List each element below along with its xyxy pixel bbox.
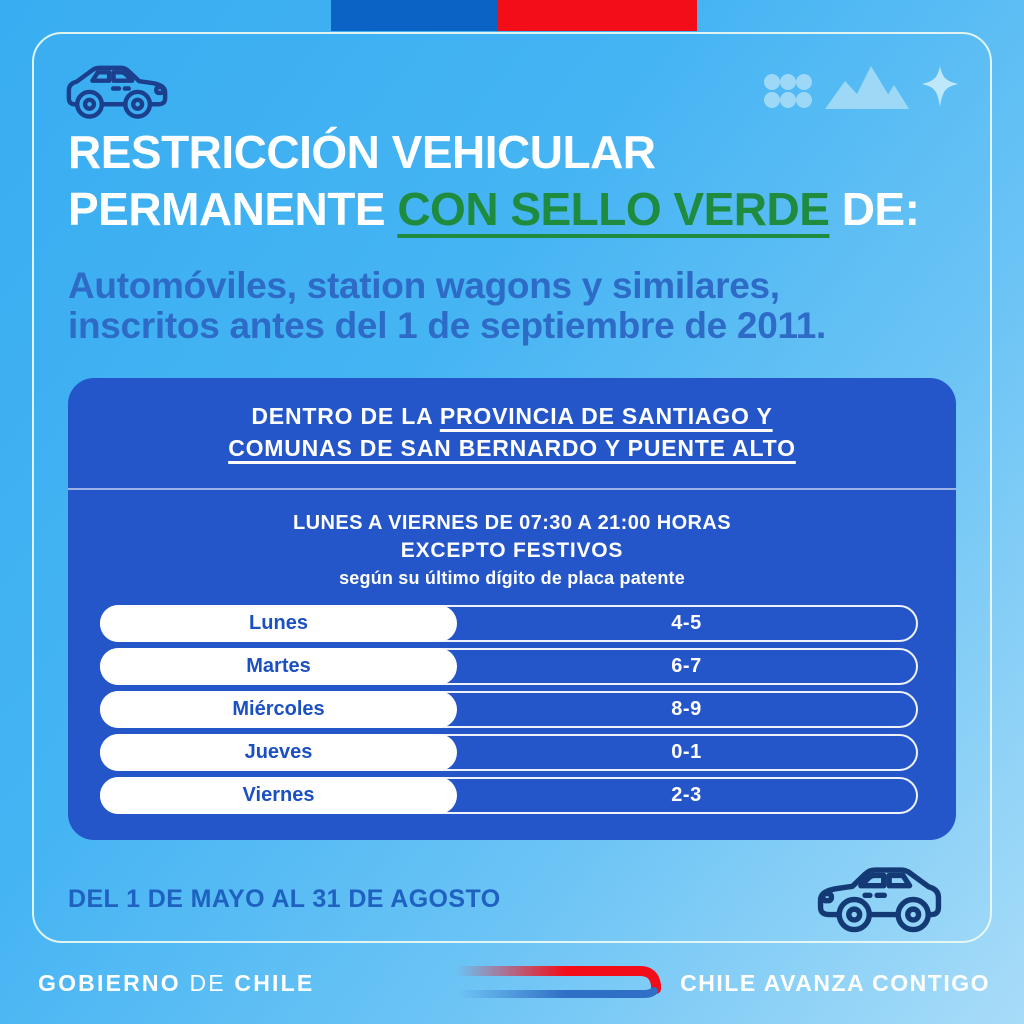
zone-line1: DENTRO DE LA PROVINCIA DE SANTIAGO Y: [68, 400, 956, 432]
day-cell: Lunes: [100, 605, 457, 642]
poster-card: [32, 32, 992, 943]
zone-prefix: DENTRO DE LA: [251, 403, 440, 429]
decorative-icons: [762, 64, 960, 115]
day-cell: Miércoles: [100, 691, 457, 728]
chile-avanza-contigo-slogan: CHILE AVANZA CONTIGO: [680, 970, 990, 996]
car-icon: [62, 58, 172, 126]
title-line2-prefix: PERMANENTE: [68, 183, 398, 235]
restriction-panel: DENTRO DE LA PROVINCIA DE SANTIAGO Y COM…: [68, 378, 956, 840]
digits-cell: 8-9: [671, 698, 702, 720]
schedule-header: LUNES A VIERNES DE 07:30 A 21:00 HORAS E…: [68, 512, 956, 589]
sparkle-icon: [920, 64, 960, 115]
subtitle: Automóviles, station wagons y similares,…: [68, 266, 968, 346]
title-line2: PERMANENTE CON SELLO VERDE DE:: [68, 181, 968, 238]
flag-red-block: [497, 0, 697, 31]
period-text: DEL 1 DE MAYO AL 31 DE AGOSTO: [68, 885, 501, 913]
zone-underlined-2: COMUNAS DE SAN BERNARDO Y PUENTE ALTO: [228, 435, 796, 461]
day-cell: Martes: [100, 648, 457, 685]
page-title: RESTRICCIÓN VEHICULAR PERMANENTE CON SEL…: [68, 124, 968, 238]
schedule-note: según su último dígito de placa patente: [339, 568, 685, 588]
flag-bar: [331, 0, 697, 31]
footer-left-word3: CHILE: [234, 970, 315, 996]
mountains-icon: [823, 64, 911, 115]
day-cell: Jueves: [100, 734, 457, 771]
title-line1: RESTRICCIÓN VEHICULAR: [68, 126, 656, 178]
title-green-highlight: CON SELLO VERDE: [397, 183, 830, 235]
restriction-table: Lunes 4-5 Martes 6-7 Miércoles 8-9 Jueve…: [100, 605, 918, 820]
zone-underlined-1: PROVINCIA DE SANTIAGO Y: [439, 403, 773, 429]
subtitle-line2: inscritos antes del 1 de septiembre de 2…: [68, 305, 826, 346]
digits-cell: 0-1: [671, 741, 702, 763]
schedule-exception: EXCEPTO FESTIVOS: [400, 539, 624, 562]
footer-left-word1: GOBIERNO: [38, 970, 181, 996]
table-row: Viernes 2-3: [100, 777, 918, 814]
panel-divider: [68, 488, 956, 490]
zone-line2: COMUNAS DE SAN BERNARDO Y PUENTE ALTO: [68, 432, 956, 464]
dots-pattern-icon: [762, 72, 814, 115]
table-row: Miércoles 8-9: [100, 691, 918, 728]
table-row: Jueves 0-1: [100, 734, 918, 771]
day-cell: Viernes: [100, 777, 457, 814]
digits-cell: 4-5: [671, 612, 702, 634]
digits-cell: 6-7: [671, 655, 702, 677]
footer-left-word2: DE: [189, 970, 226, 996]
gobierno-de-chile-logo: GOBIERNO DE CHILE: [38, 970, 314, 997]
schedule-hours: LUNES A VIERNES DE 07:30 A 21:00 HORAS: [293, 512, 731, 534]
digits-cell: 2-3: [671, 784, 702, 806]
title-line2-suffix: DE:: [829, 183, 920, 235]
speed-lines-icon: [448, 962, 673, 1011]
car-icon: [812, 858, 947, 940]
zone-header: DENTRO DE LA PROVINCIA DE SANTIAGO Y COM…: [68, 400, 956, 464]
table-row: Martes 6-7: [100, 648, 918, 685]
flag-blue-block: [331, 0, 497, 31]
table-row: Lunes 4-5: [100, 605, 918, 642]
subtitle-line1: Automóviles, station wagons y similares,: [68, 265, 780, 306]
